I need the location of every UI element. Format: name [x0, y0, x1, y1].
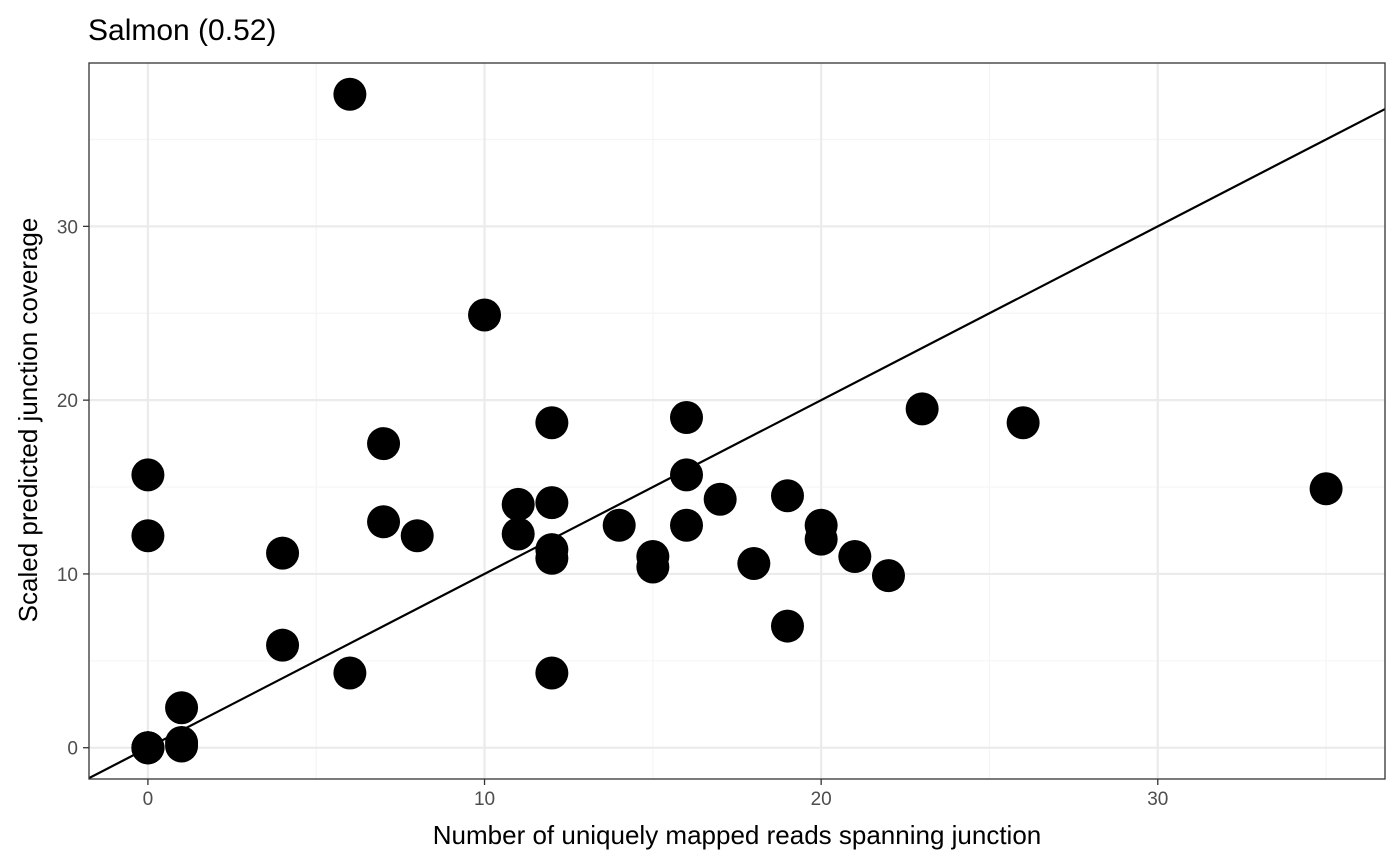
- data-point: [770, 479, 804, 513]
- data-point: [636, 540, 670, 574]
- data-point: [670, 508, 704, 542]
- x-tick-label: 0: [143, 789, 154, 810]
- data-point: [367, 427, 401, 461]
- plot-layer: 0 10 20 30 0 10 20 30: [57, 62, 1386, 810]
- data-point: [333, 77, 367, 111]
- data-point: [333, 656, 367, 690]
- data-point: [367, 505, 401, 539]
- data-point: [737, 547, 771, 581]
- data-point: [535, 656, 569, 690]
- data-point: [703, 482, 737, 516]
- data-point: [501, 517, 535, 551]
- data-point: [535, 533, 569, 567]
- y-tick-label: 10: [57, 565, 78, 586]
- data-point: [400, 519, 434, 553]
- grid-lines: [89, 63, 1385, 779]
- data-point: [871, 559, 905, 593]
- data-point: [501, 487, 535, 521]
- y-axis-title: Scaled predicted junction coverage: [13, 218, 43, 623]
- data-point: [905, 392, 939, 426]
- data-point: [165, 691, 199, 725]
- x-tick-label: 30: [1147, 789, 1168, 810]
- data-point: [131, 458, 165, 492]
- data-point: [535, 486, 569, 520]
- data-point: [670, 401, 704, 435]
- data-point: [770, 609, 804, 643]
- data-point: [838, 540, 872, 574]
- identity-line: [89, 108, 1385, 779]
- x-tick-label: 10: [474, 789, 495, 810]
- data-point: [266, 628, 300, 662]
- data-point: [1006, 406, 1040, 440]
- data-point: [1309, 472, 1343, 506]
- x-tick-label: 20: [811, 789, 832, 810]
- y-tick-label: 0: [67, 739, 78, 760]
- data-point: [602, 508, 636, 542]
- data-point: [535, 406, 569, 440]
- reference-line-group: [89, 108, 1385, 779]
- panel-border: [88, 62, 1386, 780]
- data-point: [131, 519, 165, 553]
- x-axis-title: Number of uniquely mapped reads spanning…: [433, 820, 1042, 850]
- data-points: [131, 77, 1343, 765]
- y-tick-label: 30: [57, 217, 78, 238]
- data-point: [266, 536, 300, 570]
- y-tick-label: 20: [57, 391, 78, 412]
- data-point: [468, 298, 502, 332]
- data-point: [804, 508, 838, 542]
- chart-title: Salmon (0.52): [88, 14, 276, 47]
